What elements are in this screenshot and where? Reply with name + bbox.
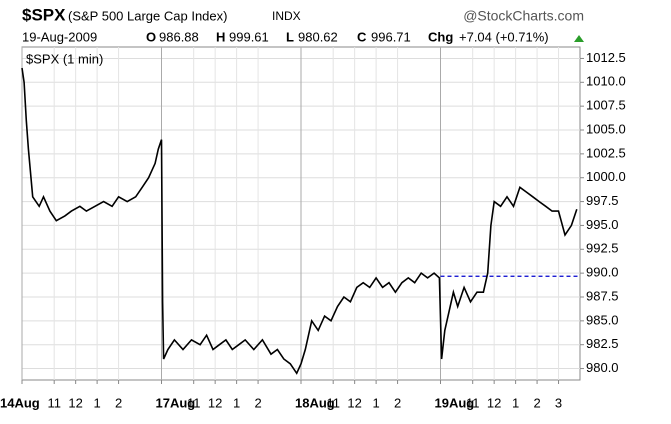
y-tick-label: 1000.0	[586, 169, 626, 184]
x-tick-label: 12	[68, 395, 82, 410]
x-tick-label: 12	[208, 395, 222, 410]
x-tick-label: 11	[47, 395, 61, 410]
low: 980.62	[298, 29, 338, 44]
open-label: O	[146, 29, 156, 44]
open: 986.88	[159, 29, 199, 44]
price-line	[21, 67, 578, 375]
x-tick-label: 17Aug	[156, 395, 196, 410]
change-label: Chg	[428, 29, 453, 44]
close-label: C	[357, 29, 367, 44]
y-tick-label: 1012.5	[586, 50, 626, 65]
x-tick-label: 1	[512, 395, 519, 410]
change: +7.04 (+0.71%)	[459, 29, 549, 44]
x-tick-label: 1	[93, 395, 100, 410]
legend: $SPX (1 min)	[26, 51, 103, 66]
y-tick-label: 992.5	[586, 241, 619, 256]
date: 19-Aug-2009	[22, 29, 97, 44]
symbol: $SPX	[22, 5, 66, 24]
y-tick-label: 985.0	[586, 312, 619, 327]
exchange: INDX	[272, 9, 301, 23]
low-label: L	[286, 29, 294, 44]
y-tick-label: 980.0	[586, 360, 619, 375]
x-tick-label: 14Aug	[0, 395, 40, 410]
y-tick-label: 990.0	[586, 265, 619, 280]
y-tick-label: 1002.5	[586, 145, 626, 160]
x-tick-label: 18Aug	[295, 395, 335, 410]
index-name: (S&P 500 Large Cap Index)	[68, 8, 227, 23]
y-tick-label: 1007.5	[586, 98, 626, 113]
y-tick-label: 997.5	[586, 193, 619, 208]
x-tick-label: 11	[326, 395, 340, 410]
x-tick-label: 12	[347, 395, 361, 410]
brand: @StockCharts.com	[463, 8, 584, 24]
high: 999.61	[229, 29, 269, 44]
x-tick-label: 11	[466, 395, 480, 410]
x-tick-label: 3	[555, 395, 562, 410]
x-tick-label: 2	[394, 395, 401, 410]
y-tick-label: 995.0	[586, 217, 619, 232]
up-arrow	[574, 35, 584, 42]
high-label: H	[216, 29, 225, 44]
y-tick-label: 982.5	[586, 336, 619, 351]
x-tick-label: 1	[233, 395, 240, 410]
close: 996.71	[371, 29, 411, 44]
x-tick-label: 2	[254, 395, 261, 410]
x-tick-label: 12	[487, 395, 501, 410]
x-tick-label: 1	[372, 395, 379, 410]
y-tick-label: 1010.0	[586, 74, 626, 89]
y-tick-label: 1005.0	[586, 121, 626, 136]
x-tick-label: 2	[115, 395, 122, 410]
x-tick-label: 19Aug	[435, 395, 475, 410]
x-tick-label: 2	[533, 395, 540, 410]
x-tick-label: 11	[187, 395, 201, 410]
y-tick-label: 987.5	[586, 288, 619, 303]
